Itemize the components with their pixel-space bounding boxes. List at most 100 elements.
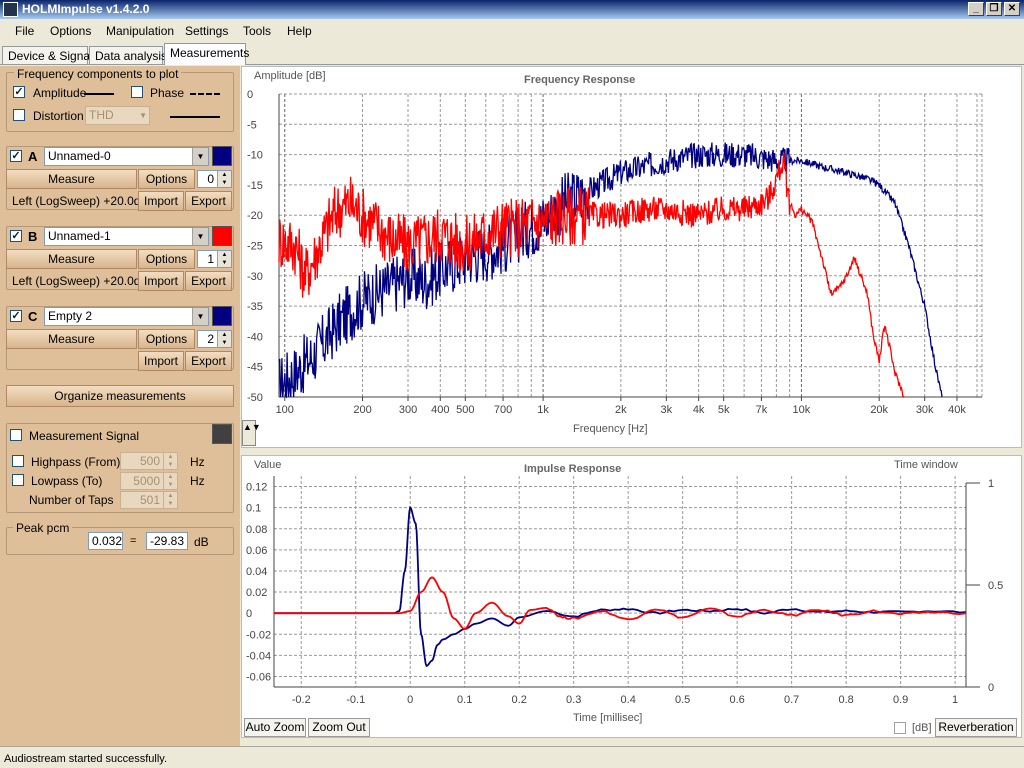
tab-strip: Device & Signal Data analysis Measuremen…	[0, 42, 1024, 65]
impulse-title: Impulse Response	[524, 463, 622, 475]
scroll-arrows-icon[interactable]: ▲▼	[242, 420, 261, 446]
measurement-a-info: Left (LogSweep) +20.0dB	[12, 194, 149, 208]
menu-options[interactable]: Options	[50, 24, 92, 38]
distortion-select[interactable]: THD ▼	[85, 106, 150, 125]
measurement-c-index-spinner[interactable]: 2 ▲ ▼	[197, 330, 232, 348]
freq-xtick-label: 7k	[756, 404, 768, 416]
series-a-line	[278, 142, 943, 399]
highpass-checkbox[interactable]	[12, 455, 24, 467]
measurement-c-name-select[interactable]: Empty 2 ▼	[44, 307, 209, 326]
freq-ytick-label: -15	[247, 180, 263, 192]
measurement-b-checkbox[interactable]: ✓	[10, 230, 22, 242]
freq-ytick-label: 0	[247, 89, 253, 101]
impulse-xtick-label: 0	[407, 694, 413, 706]
maximize-button[interactable]: ❐	[986, 2, 1002, 16]
reverberation-button[interactable]: Reverberation	[935, 718, 1017, 737]
measurement-a-checkbox[interactable]: ✓	[10, 150, 22, 162]
freq-xtick-label: 40k	[948, 404, 966, 416]
measurement-b-import-button[interactable]: Import	[138, 271, 184, 291]
tab-data-analysis[interactable]: Data analysis	[89, 46, 167, 65]
freq-xtick-label: 4k	[693, 404, 705, 416]
freq-xtick-label: 300	[399, 404, 417, 416]
freq-ytick-label: -10	[247, 150, 263, 162]
db-checkbox[interactable]	[894, 722, 906, 734]
impulse-xtick-label: 0.5	[675, 694, 690, 706]
db-label: [dB]	[912, 722, 932, 734]
measurement-c-name: Empty 2	[48, 309, 93, 323]
phase-checkbox[interactable]	[131, 86, 143, 98]
spin-arrows-icon[interactable]: ▲ ▼	[217, 171, 231, 187]
impulse-xtick-label: 0.7	[784, 694, 799, 706]
freq-xtick-label: 500	[456, 404, 474, 416]
peak-pcm-legend: Peak pcm	[13, 521, 73, 535]
menu-file[interactable]: File	[15, 24, 35, 38]
status-bar: Audiostream started successfully.	[0, 746, 1024, 768]
measurement-a-export-button[interactable]: Export	[185, 191, 232, 211]
organize-measurements-button[interactable]: Organize measurements	[6, 385, 234, 407]
menu-tools[interactable]: Tools	[243, 24, 272, 38]
measurement-b-index-spinner[interactable]: 1 ▲ ▼	[197, 250, 232, 268]
menu-manipulation[interactable]: Manipulation	[106, 24, 175, 38]
freq-xtick-label: 400	[431, 404, 449, 416]
tab-device-signal[interactable]: Device & Signal	[2, 46, 93, 65]
zoom-out-button[interactable]: Zoom Out	[308, 718, 370, 737]
measurement-c-checkbox[interactable]: ✓	[10, 310, 22, 322]
impulse-xtick-label: 0.6	[730, 694, 745, 706]
measurement-b-info: Left (LogSweep) +20.0dB	[12, 274, 149, 288]
title-bar: HOLMImpulse v1.4.2.0 _ ❐ ✕	[0, 0, 1024, 19]
freq-ytick-label: -20	[247, 210, 263, 222]
measurement-c-export-button[interactable]: Export	[185, 351, 232, 371]
freq-ytick-label: -40	[247, 331, 263, 343]
measurement-b-index: 1	[207, 252, 214, 266]
impulse-ytick-label: -0.04	[246, 650, 271, 662]
taps-spinner: 501 ▲ ▼	[120, 491, 178, 509]
freq-title: Frequency Response	[524, 74, 636, 86]
auto-zoom-button[interactable]: Auto Zoom	[244, 718, 306, 737]
tab-measurements[interactable]: Measurements	[164, 43, 249, 65]
measurement-c-color-swatch[interactable]	[212, 306, 232, 326]
distortion-checkbox[interactable]	[13, 109, 25, 121]
lowpass-value: 5000	[133, 474, 160, 488]
measurement-a-color-swatch[interactable]	[212, 146, 232, 166]
measurement-b-color-swatch[interactable]	[212, 226, 232, 246]
measurement-a-measure-button[interactable]: Measure	[6, 169, 137, 189]
menu-help[interactable]: Help	[287, 24, 312, 38]
impulse-ylabel: Value	[254, 459, 282, 471]
chevron-down-icon: ▼	[139, 111, 147, 120]
highpass-unit: Hz	[190, 455, 205, 469]
freq-xtick-label: 20k	[870, 404, 888, 416]
amplitude-checkbox[interactable]: ✓	[13, 86, 25, 98]
frequency-response-chart[interactable]: 0 -5 -10 -15 -20 -25 -30 -35 -40 -45 -50 100 200 300 4…	[242, 67, 1021, 447]
lowpass-checkbox[interactable]	[12, 474, 24, 486]
measurement-signal-checkbox[interactable]	[10, 429, 22, 441]
measurement-a-name-select[interactable]: Unnamed-0 ▼	[44, 147, 209, 166]
measurement-b-export-button[interactable]: Export	[185, 271, 232, 291]
measurement-a-options-button[interactable]: Options	[138, 169, 195, 189]
time-window-tick-label: 0	[988, 682, 994, 694]
impulse-ytick-label: 0.12	[246, 482, 267, 494]
distortion-select-value: THD	[89, 108, 114, 122]
impulse-series-b-line	[274, 576, 967, 631]
measurement-c-import-button[interactable]: Import	[138, 351, 184, 371]
measurement-a-import-button[interactable]: Import	[138, 191, 184, 211]
close-button[interactable]: ✕	[1004, 2, 1020, 16]
spin-arrows-icon[interactable]: ▲ ▼	[217, 331, 231, 347]
measurement-b-measure-button[interactable]: Measure	[6, 249, 137, 269]
time-window-tick-label: 0.5	[988, 580, 1003, 592]
measurement-c-measure-button[interactable]: Measure	[6, 329, 137, 349]
freq-xtick-label: 10k	[793, 404, 811, 416]
measurement-a-index-spinner[interactable]: 0 ▲ ▼	[197, 170, 232, 188]
measurement-c-options-button[interactable]: Options	[138, 329, 195, 349]
impulse-response-chart[interactable]: -0.2 -0.1 0 0.1 0.2 0.3 0.4 0.5 0.6 0.7 0.8 0.9 1 0.1…	[242, 456, 1021, 737]
spin-arrows-icon: ▲ ▼	[163, 492, 177, 508]
impulse-ytick-label: 0.1	[246, 503, 261, 515]
measurement-signal-color-swatch[interactable]	[212, 424, 232, 444]
measurement-b-options-button[interactable]: Options	[138, 249, 195, 269]
taps-label: Number of Taps	[29, 493, 114, 507]
menu-settings[interactable]: Settings	[185, 24, 229, 38]
minimize-button[interactable]: _	[968, 2, 984, 16]
taps-value: 501	[139, 493, 160, 507]
spin-arrows-icon[interactable]: ▲ ▼	[217, 251, 231, 267]
frequency-response-panel: Amplitude [dB] Frequency Response 0 -5 -10…	[241, 66, 1022, 448]
measurement-b-name-select[interactable]: Unnamed-1 ▼	[44, 227, 209, 246]
